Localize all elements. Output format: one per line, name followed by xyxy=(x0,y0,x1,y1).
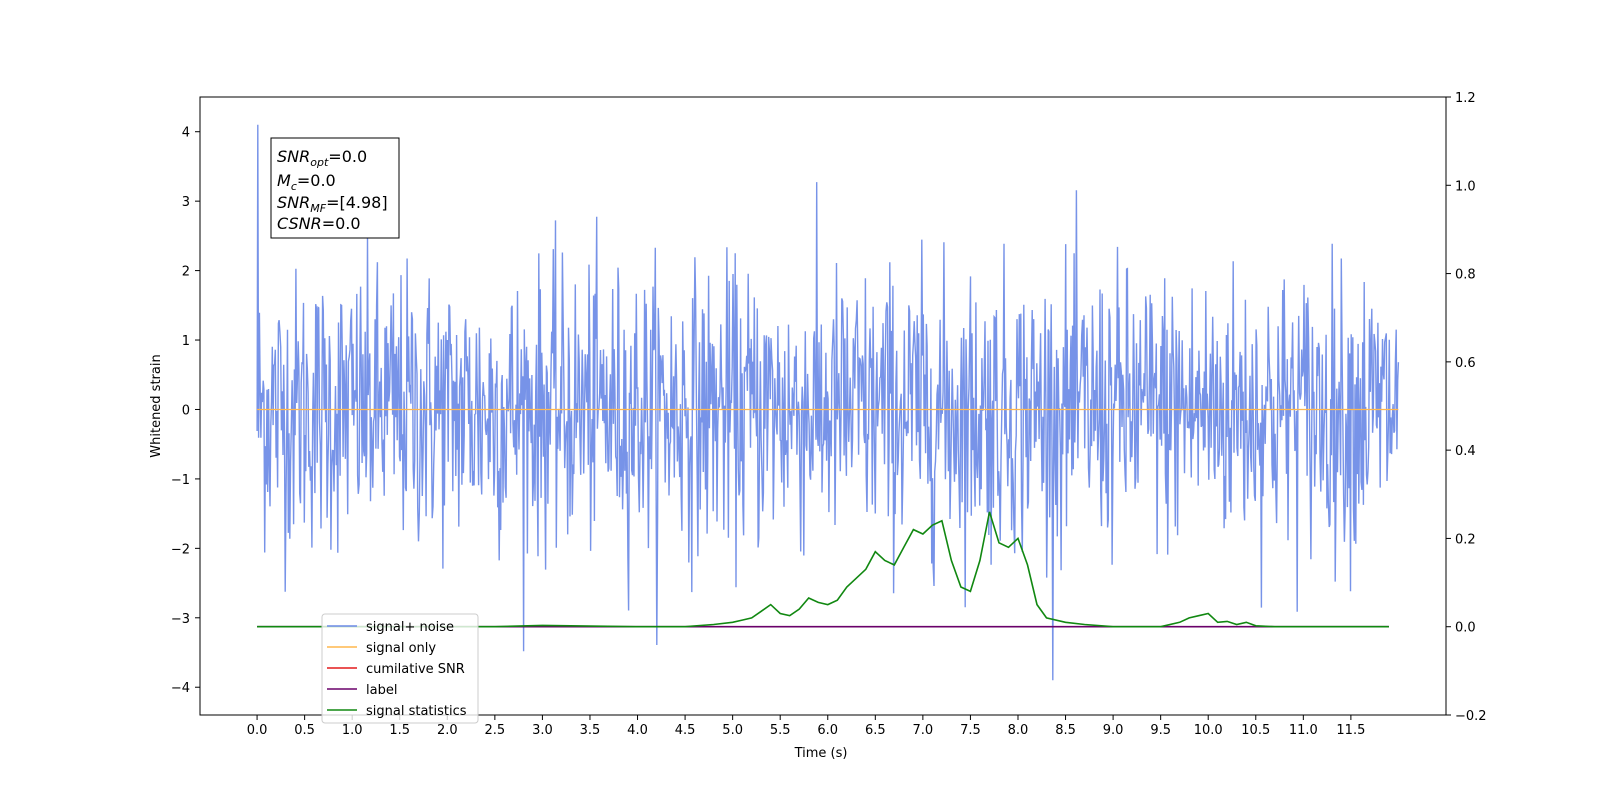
x-axis: 0.0 0.5 1.0 1.5 2.0 2.5 3.0 3.5 4.0 4.5 5.0 5.5 6.0 6… xyxy=(247,715,1365,738)
y-tick-label: 4 xyxy=(182,126,190,141)
y-tick-label: 0 xyxy=(182,403,190,418)
x-tick-label: 7.5 xyxy=(960,723,981,738)
x-tick-label: 1.5 xyxy=(389,723,410,738)
y2-tick-label: 0.4 xyxy=(1455,444,1476,459)
annotation-box: SNRopt=0.0 Mc=0.0 SNRMF=[4.98] CSNR=0.0 xyxy=(270,137,400,239)
y-tick-label: 3 xyxy=(182,195,190,210)
y-tick-label: 2 xyxy=(182,265,190,280)
series-signal-statistics xyxy=(257,511,1389,628)
x-tick-label: 9.0 xyxy=(1103,723,1124,738)
x-tick-label: 1.0 xyxy=(342,723,363,738)
legend: signal+ noise signal only cumilative SNR la… xyxy=(321,613,479,724)
x-tick-label: 11.0 xyxy=(1289,723,1318,738)
x-tick-label: 5.5 xyxy=(770,723,791,738)
legend-signal-noise-label: signal+ noise xyxy=(366,620,454,635)
x-tick-label: 10.0 xyxy=(1194,723,1223,738)
y2-tick-label: −0.2 xyxy=(1455,709,1487,724)
legend-signal-only-label: signal only xyxy=(366,641,436,656)
x-tick-label: 6.5 xyxy=(865,723,886,738)
x-tick-label: 0.5 xyxy=(294,723,315,738)
annotation-snr-mf: SNRMF=[4.98] xyxy=(277,193,388,215)
legend-signal-statistics-label: signal statistics xyxy=(366,704,467,719)
annotation-csnr: CSNR=0.0 xyxy=(277,214,361,233)
y-axis-label: Whitened strain xyxy=(149,354,164,457)
y-tick-label: −1 xyxy=(171,473,190,488)
y2-tick-label: 0.8 xyxy=(1455,268,1476,283)
y2-tick-label: 1.2 xyxy=(1455,91,1476,106)
y-tick-label: −4 xyxy=(171,681,190,696)
x-tick-label: 4.0 xyxy=(627,723,648,738)
x-axis-label: Time (s) xyxy=(794,746,848,761)
y-tick-label: −2 xyxy=(171,542,190,557)
y-tick-label: −3 xyxy=(171,612,190,627)
legend-cumilative-snr-label: cumilative SNR xyxy=(366,662,465,677)
x-tick-label: 11.5 xyxy=(1336,723,1365,738)
x-tick-label: 3.0 xyxy=(532,723,553,738)
x-tick-label: 5.0 xyxy=(722,723,743,738)
x-tick-label: 0.0 xyxy=(247,723,268,738)
x-tick-label: 8.5 xyxy=(1055,723,1076,738)
x-tick-label: 2.5 xyxy=(485,723,506,738)
annotation-snr-opt: SNRopt=0.0 xyxy=(277,147,367,169)
x-tick-label: 7.0 xyxy=(913,723,934,738)
x-tick-label: 6.0 xyxy=(817,723,838,738)
x-tick-label: 10.5 xyxy=(1241,723,1270,738)
legend-label-label: label xyxy=(366,683,397,698)
y-axis-left: −4 −3 −2 −1 0 1 2 3 4 xyxy=(171,126,200,696)
y2-tick-label: 1.0 xyxy=(1455,179,1476,194)
x-tick-label: 3.5 xyxy=(580,723,601,738)
plot-frame xyxy=(199,96,1447,716)
annotation-mc: Mc=0.0 xyxy=(277,171,336,193)
annotation-frame xyxy=(270,137,400,239)
series-signal-noise xyxy=(256,124,1400,681)
x-tick-label: 4.5 xyxy=(675,723,696,738)
y-tick-label: 1 xyxy=(182,334,190,349)
y2-tick-label: 0.6 xyxy=(1455,356,1476,371)
x-tick-label: 9.5 xyxy=(1150,723,1171,738)
y2-tick-label: 0.2 xyxy=(1455,532,1476,547)
legend-frame xyxy=(321,613,479,724)
x-tick-label: 8.0 xyxy=(1008,723,1029,738)
y2-tick-label: 0.0 xyxy=(1455,621,1476,636)
y-axis-right: −0.2 0.0 0.2 0.4 0.6 0.8 1.0 1.2 xyxy=(1446,91,1487,724)
x-tick-label: 2.0 xyxy=(437,723,458,738)
